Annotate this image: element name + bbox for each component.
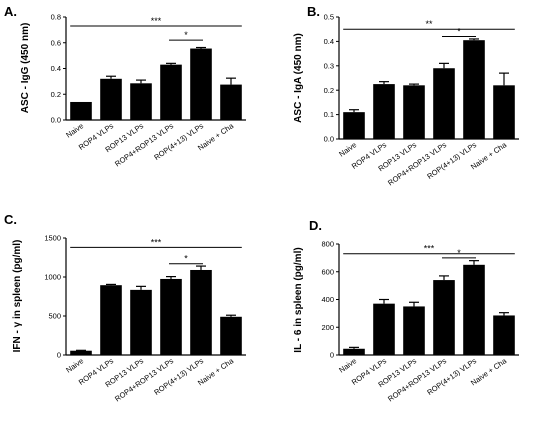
bar xyxy=(433,280,455,355)
bar xyxy=(130,289,152,355)
x-tick-label: Naive xyxy=(337,356,358,374)
bar xyxy=(100,285,122,355)
y-tick-label: 0.4 xyxy=(51,64,61,73)
y-tick-label: 0.0 xyxy=(51,116,61,125)
bar xyxy=(433,68,455,139)
y-tick-label: 0.0 xyxy=(324,135,334,144)
y-tick-label: 0.4 xyxy=(324,37,334,46)
significance-label: * xyxy=(457,248,461,258)
y-tick-label: 600 xyxy=(321,267,334,276)
panel-2: B. ASC - IgA (450 nm) 0.0 0.1 0.2 0.3 0.4 0.5 Na… xyxy=(293,4,519,187)
bar xyxy=(100,78,122,120)
significance-label: *** xyxy=(424,244,435,254)
y-tick-label: 1000 xyxy=(44,273,61,282)
bar xyxy=(343,112,365,139)
bar xyxy=(220,316,242,355)
panel-label: B. xyxy=(307,4,320,19)
x-tick-label: Naive xyxy=(337,140,358,158)
y-tick-label: 0.6 xyxy=(51,38,61,47)
significance-label: * xyxy=(184,30,188,40)
y-axis-label: ASC - IgA (450 nm) xyxy=(293,33,304,123)
bar xyxy=(463,40,485,139)
y-tick-label: 800 xyxy=(321,240,334,249)
y-tick-label: 0.5 xyxy=(324,13,334,22)
y-tick-label: 0 xyxy=(330,351,334,360)
bar xyxy=(403,306,425,355)
bar xyxy=(463,264,485,355)
y-tick-label: 200 xyxy=(321,323,334,332)
significance-label: * xyxy=(184,254,188,264)
bar xyxy=(493,85,515,139)
bar xyxy=(190,269,212,355)
y-tick-label: 0.1 xyxy=(324,110,334,119)
panel-4: D. IL - 6 in spleen (pg/ml) 0 200 400 600 800 N… xyxy=(293,218,519,403)
y-tick-label: 0.3 xyxy=(324,61,334,70)
bar xyxy=(373,84,395,139)
panel-label: A. xyxy=(4,4,17,19)
panel-1: A.ASC - IgG (450 nm) 0.0 0.2 0.4 0.6 0.8 Naive… xyxy=(4,4,246,168)
y-axis-label: IFN - γ in spleen (pg/ml) xyxy=(12,240,23,353)
bar xyxy=(70,101,92,120)
y-tick-label: 500 xyxy=(48,312,61,321)
bar xyxy=(130,83,152,120)
bar xyxy=(190,48,212,120)
bar xyxy=(343,348,365,355)
y-tick-label: 0.8 xyxy=(51,13,61,22)
x-tick-label: Naive xyxy=(64,121,85,139)
panel-label: C. xyxy=(4,212,17,227)
y-tick-label: 400 xyxy=(321,295,334,304)
significance-label: ** xyxy=(425,19,433,29)
bar xyxy=(220,84,242,120)
significance-label: *** xyxy=(151,16,162,26)
y-tick-label: 1500 xyxy=(44,234,61,243)
significance-label: * xyxy=(457,27,461,37)
y-tick-label: 0 xyxy=(57,351,61,360)
bar xyxy=(70,350,92,355)
bar xyxy=(160,278,182,355)
x-tick-label: Naive xyxy=(64,356,85,374)
panel-label: D. xyxy=(309,218,322,233)
panel-3: C. IFN - γ in spleen (pg/ml) 0 500 1000 1500 N… xyxy=(4,212,246,403)
y-axis-label: IL - 6 in spleen (pg/ml) xyxy=(293,247,304,352)
bar xyxy=(493,315,515,355)
y-tick-label: 0.2 xyxy=(324,86,334,95)
significance-label: *** xyxy=(151,237,162,247)
bar xyxy=(403,85,425,139)
y-tick-label: 0.2 xyxy=(51,90,61,99)
bar xyxy=(373,303,395,355)
y-axis-label: ASC - IgG (450 nm) xyxy=(20,23,31,114)
bar xyxy=(160,64,182,120)
